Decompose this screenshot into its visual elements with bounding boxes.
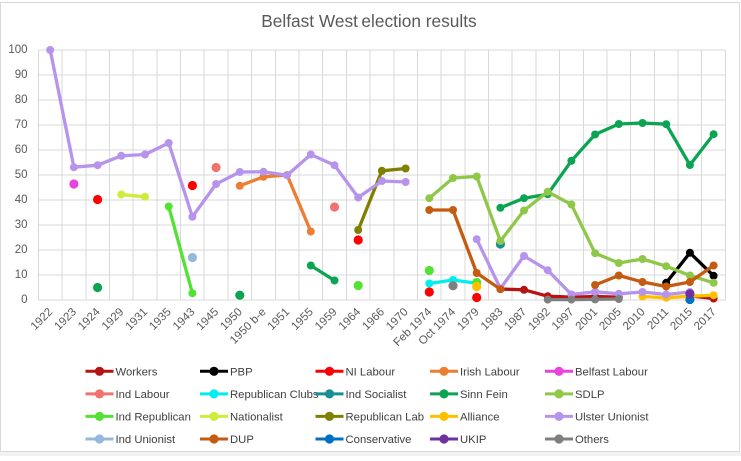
svg-text:80: 80 xyxy=(15,94,28,106)
svg-text:90: 90 xyxy=(15,69,28,81)
svg-text:Sinn Fein: Sinn Fein xyxy=(460,389,508,401)
svg-text:Conservative: Conservative xyxy=(346,434,412,446)
svg-text:Ind Socialist: Ind Socialist xyxy=(346,389,408,401)
svg-text:Others: Others xyxy=(575,434,609,446)
svg-text:DUP: DUP xyxy=(230,434,254,446)
svg-text:Nationalist: Nationalist xyxy=(230,411,284,423)
svg-text:70: 70 xyxy=(15,119,28,131)
svg-text:NI Labour: NI Labour xyxy=(346,366,396,378)
svg-text:Ind Republican: Ind Republican xyxy=(116,411,191,423)
svg-text:0: 0 xyxy=(21,294,27,306)
svg-text:100: 100 xyxy=(8,44,27,56)
svg-text:Ind Unionist: Ind Unionist xyxy=(116,434,177,446)
svg-text:UKIP: UKIP xyxy=(460,434,486,446)
svg-text:10: 10 xyxy=(15,269,28,281)
svg-text:Irish Labour: Irish Labour xyxy=(460,366,520,378)
svg-text:Ind Labour: Ind Labour xyxy=(116,389,170,401)
svg-text:Republican Lab: Republican Lab xyxy=(346,411,425,423)
svg-text:50: 50 xyxy=(15,169,28,181)
svg-text:Belfast Labour: Belfast Labour xyxy=(575,366,648,378)
svg-text:Republican Clubs: Republican Clubs xyxy=(230,389,319,401)
svg-text:Workers: Workers xyxy=(116,366,158,378)
svg-text:PBP: PBP xyxy=(230,366,253,378)
svg-text:60: 60 xyxy=(15,144,28,156)
svg-text:20: 20 xyxy=(15,244,28,256)
svg-text:Belfast West election results: Belfast West election results xyxy=(261,11,477,31)
svg-text:Alliance: Alliance xyxy=(460,411,500,423)
svg-text:Ulster Unionist: Ulster Unionist xyxy=(575,411,649,423)
svg-text:30: 30 xyxy=(15,219,28,231)
svg-text:SDLP: SDLP xyxy=(575,389,605,401)
svg-text:40: 40 xyxy=(15,194,28,206)
